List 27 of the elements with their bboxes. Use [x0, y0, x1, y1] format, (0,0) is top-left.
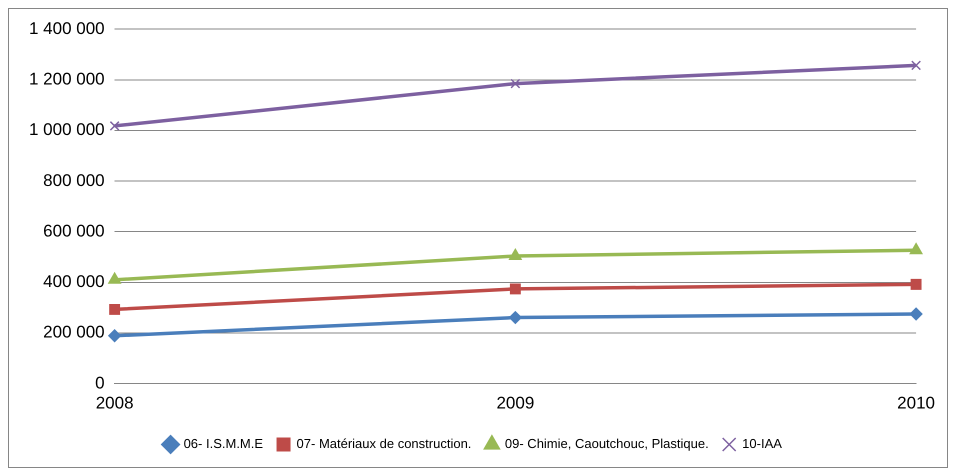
legend-label: 06- I.S.M.M.E [184, 436, 264, 452]
y-tick-label: 600 000 [43, 221, 105, 240]
point [510, 283, 521, 294]
y-tick-label: 1 400 000 [28, 18, 105, 38]
point [910, 307, 923, 320]
y-tick-label: 1 000 000 [28, 120, 105, 140]
point [108, 272, 122, 284]
y-tick-label: 400 000 [43, 272, 105, 292]
point [910, 278, 922, 290]
point [911, 60, 922, 70]
point [510, 78, 520, 89]
x-tick-label: 2009 [496, 393, 534, 412]
point [109, 304, 120, 315]
y-tick-label: 800 000 [43, 170, 105, 190]
y-tick-label: 0 [95, 373, 105, 392]
x-tick-label: 2008 [96, 393, 134, 412]
point [110, 120, 120, 131]
point [508, 248, 522, 260]
legend-label: 07- Matériaux de construction. [296, 436, 472, 452]
y-tick-label: 1 200 000 [28, 70, 105, 89]
y-tick-label: 200 000 [43, 322, 105, 342]
legend-label: 09- Chimie, Caoutchouc, Plastique. [504, 436, 709, 452]
point [910, 242, 923, 254]
point [108, 329, 122, 342]
legend-label: 10-IAA [742, 436, 782, 452]
point [508, 311, 522, 324]
x-tick-label: 2010 [897, 393, 936, 412]
